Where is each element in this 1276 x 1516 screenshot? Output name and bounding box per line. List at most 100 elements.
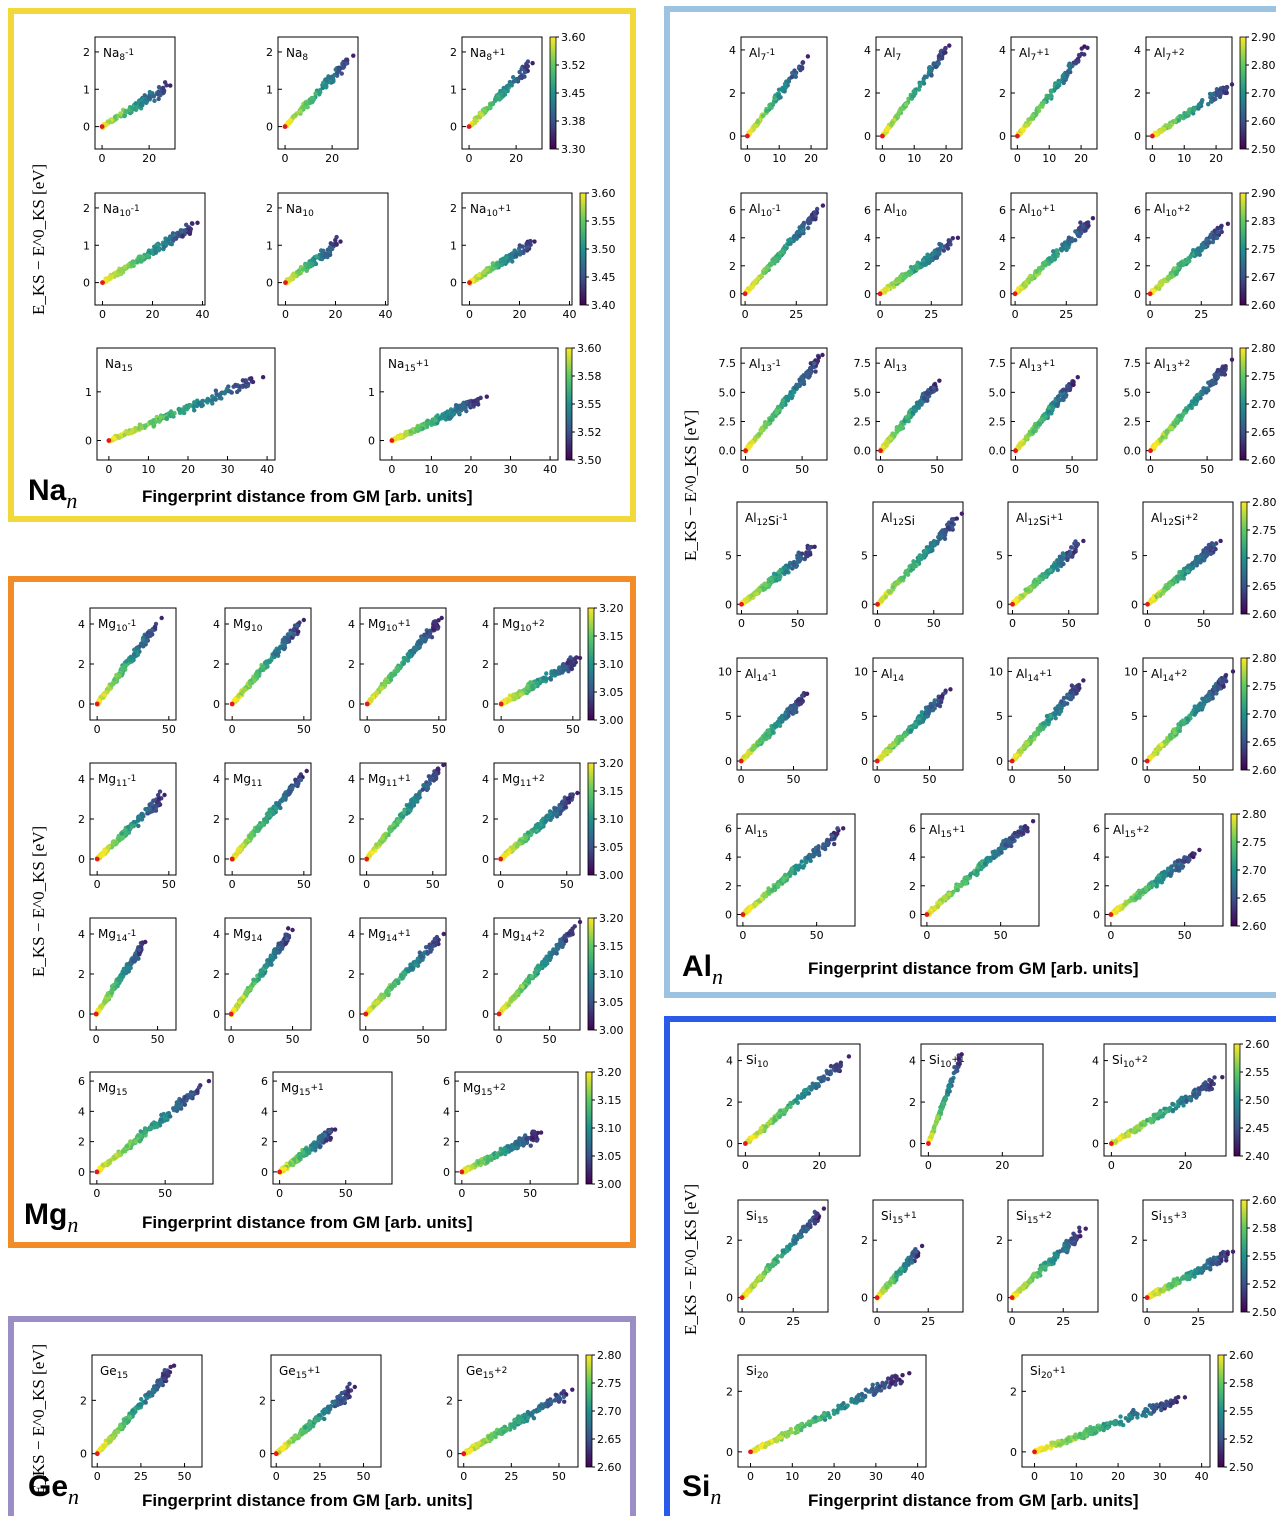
- y-tick-label: 6: [443, 1075, 450, 1088]
- colorbar-tick-label: 3.30: [561, 143, 586, 156]
- data-point: [111, 435, 117, 441]
- y-tick-label: 1: [266, 239, 273, 252]
- data-point: [339, 71, 344, 76]
- data-point: [344, 57, 349, 62]
- data-point: [441, 762, 446, 768]
- data-point: [524, 1136, 529, 1141]
- data-point: [507, 82, 512, 88]
- data-point: [139, 641, 145, 647]
- data-point: [275, 945, 281, 950]
- data-point: [517, 1136, 522, 1141]
- data-point: [112, 677, 117, 682]
- y-tick-label: 0: [85, 435, 92, 448]
- y-tick-label: 2: [78, 1136, 85, 1149]
- al-panel-label: Aln: [682, 950, 723, 989]
- data-point: [154, 1124, 160, 1129]
- data-point: [324, 1138, 329, 1143]
- data-point: [572, 924, 577, 929]
- x-tick-label: 20: [513, 308, 527, 321]
- y-tick-label: 4: [213, 773, 220, 786]
- data-point: [386, 827, 392, 832]
- ge-xlabel: Fingerprint distance from GM [arb. units…: [142, 1491, 473, 1510]
- data-point: [157, 419, 162, 424]
- colorbar-tick-label: 3.10: [597, 1122, 622, 1135]
- gm-point: [94, 856, 100, 862]
- data-point: [304, 268, 309, 274]
- y-tick-label: 4: [482, 773, 489, 786]
- gm-point: [100, 280, 105, 285]
- colorbar-tick-label: 3.52: [577, 426, 602, 439]
- data-point: [104, 279, 109, 284]
- data-point: [521, 1142, 527, 1147]
- data-point: [310, 99, 315, 105]
- data-point: [121, 970, 127, 976]
- y-tick-label: 0: [78, 698, 85, 711]
- data-point: [115, 977, 120, 982]
- data-point: [471, 402, 476, 408]
- data-point: [433, 772, 439, 778]
- data-point: [127, 107, 132, 113]
- data-point: [195, 1088, 200, 1094]
- data-point: [456, 406, 461, 411]
- data-point: [297, 271, 302, 276]
- data-point: [510, 845, 515, 851]
- y-tick-label: 0: [80, 1448, 87, 1461]
- data-point: [137, 258, 142, 264]
- colorbar-tick-label: 3.10: [599, 968, 624, 981]
- data-point: [534, 1138, 540, 1143]
- data-point: [321, 80, 326, 86]
- colorbar-tick-label: 3.05: [599, 841, 624, 854]
- y-tick-label: 4: [213, 618, 220, 631]
- subplot-title: Na8-1: [103, 46, 134, 63]
- si-panel-label: Sin: [682, 1470, 722, 1509]
- data-point: [263, 965, 269, 970]
- x-tick-label: 0: [364, 723, 371, 736]
- y-tick-label: 2: [83, 202, 90, 215]
- data-point: [137, 951, 142, 957]
- colorbar-tick-label: 3.10: [599, 658, 624, 671]
- y-tick-label: 2: [450, 202, 457, 215]
- data-point: [513, 252, 519, 258]
- x-tick-label: 40: [196, 308, 210, 321]
- data-point: [427, 631, 433, 636]
- data-point: [184, 1096, 190, 1101]
- gm-point: [364, 856, 370, 862]
- data-point: [392, 672, 398, 677]
- data-point: [119, 831, 125, 836]
- x-tick-label: 50: [297, 878, 311, 891]
- subplot-title: Na8+1: [470, 46, 505, 63]
- y-tick-label: 4: [482, 928, 489, 941]
- data-point: [382, 832, 388, 837]
- data-point: [171, 236, 176, 242]
- y-tick-label: 1: [450, 83, 457, 96]
- data-point: [544, 676, 549, 682]
- data-point: [189, 221, 195, 226]
- x-tick-label: 40: [379, 308, 393, 321]
- data-point: [120, 835, 125, 840]
- data-point: [164, 1113, 169, 1118]
- colorbar: [549, 36, 557, 150]
- data-point: [490, 261, 496, 266]
- data-point: [145, 253, 151, 258]
- data-point: [293, 777, 298, 783]
- mg-panel: [8, 576, 636, 1248]
- scatter-points: [100, 80, 173, 131]
- gm-point: [364, 701, 370, 707]
- x-tick-label: 0: [105, 463, 112, 476]
- x-tick-label: 0: [229, 878, 236, 891]
- data-point: [282, 643, 287, 648]
- data-point: [273, 651, 278, 657]
- data-point: [481, 270, 486, 275]
- x-tick-label: 10: [424, 463, 438, 476]
- data-point: [147, 89, 153, 95]
- colorbar-tick-label: 3.50: [577, 454, 602, 467]
- data-point: [112, 114, 118, 120]
- data-point: [142, 1126, 148, 1131]
- x-tick-label: 40: [260, 463, 274, 476]
